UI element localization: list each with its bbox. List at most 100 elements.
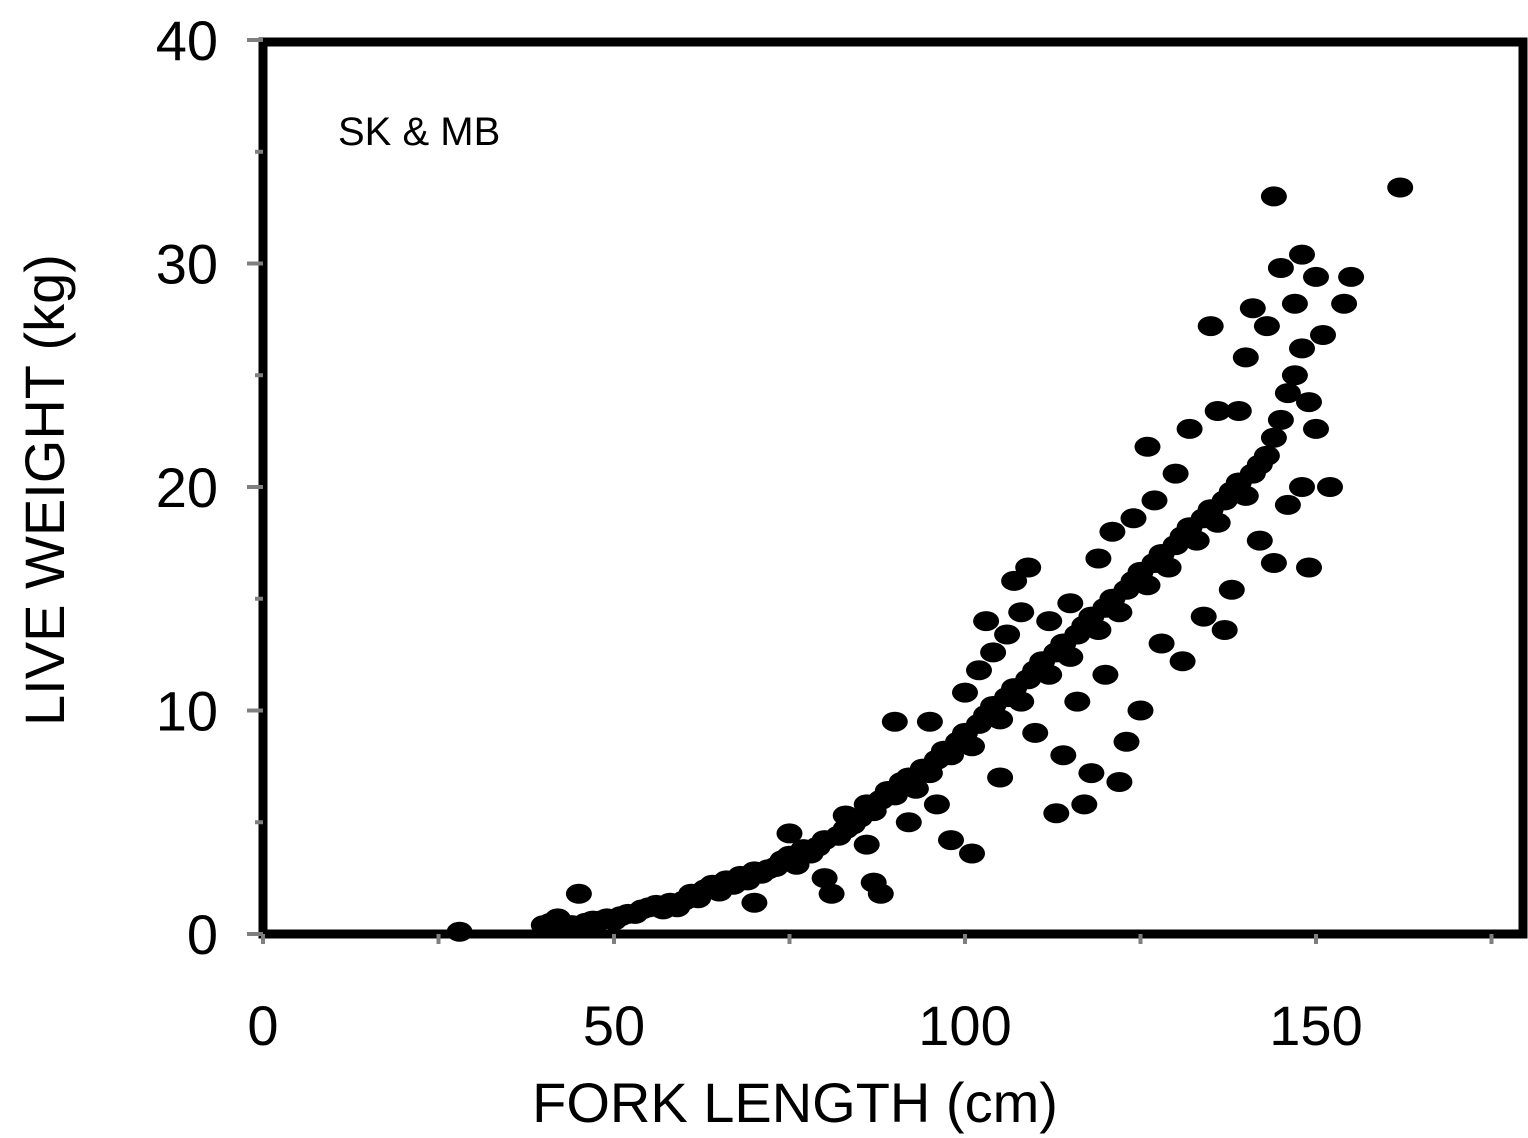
data-point [1225, 401, 1252, 421]
data-point [1008, 602, 1035, 623]
data-point [1092, 664, 1119, 685]
y-tick-label: 10 [156, 680, 218, 743]
data-point [1338, 266, 1365, 287]
data-point [565, 883, 592, 904]
data-point [1050, 745, 1077, 766]
data-point [1218, 579, 1245, 600]
data-point [1310, 325, 1336, 345]
data-point [987, 767, 1014, 788]
y-tick-label: 20 [156, 456, 218, 519]
data-point [1085, 620, 1112, 640]
y-axis-label: LIVE WEIGHT (kg) [13, 254, 76, 726]
data-point [1001, 570, 1028, 591]
data-point [1036, 611, 1063, 632]
x-tick-label: 50 [583, 994, 645, 1057]
data-point [1232, 485, 1259, 506]
data-point [1057, 593, 1084, 614]
data-point [1281, 293, 1308, 314]
data-point [1317, 477, 1343, 497]
data-point [811, 868, 838, 889]
data-point [1022, 722, 1049, 743]
data-point [867, 883, 894, 904]
data-point [1190, 606, 1217, 627]
data-point [1204, 401, 1231, 421]
x-tick-label: 0 [247, 994, 278, 1057]
data-point [1267, 258, 1294, 278]
data-point [1260, 553, 1287, 573]
data-point [1232, 347, 1259, 368]
data-point [938, 830, 964, 851]
data-point [1289, 477, 1315, 497]
data-point [1274, 494, 1301, 515]
data-point [1085, 548, 1112, 569]
annotation-label: SK & MB [338, 110, 500, 154]
data-point [1289, 338, 1315, 359]
data-point [1106, 772, 1133, 792]
data-point [1281, 365, 1308, 386]
x-axis-label: FORK LENGTH (cm) [532, 1071, 1058, 1134]
data-point [1036, 664, 1063, 685]
data-point [1141, 490, 1168, 511]
data-point [1015, 557, 1042, 578]
x-tick-label: 100 [918, 994, 1011, 1057]
data-point [1127, 700, 1154, 721]
data-point [1239, 298, 1266, 319]
data-point [1267, 409, 1294, 430]
data-point [741, 892, 768, 913]
data-point [853, 834, 880, 855]
data-point [1387, 177, 1414, 198]
data-point [916, 711, 943, 732]
data-point [1099, 521, 1126, 542]
data-point [959, 843, 985, 864]
data-point [1260, 186, 1287, 207]
y-tick-label: 30 [156, 233, 218, 296]
ticks-layer [247, 38, 1494, 944]
data-point [1204, 512, 1231, 533]
data-point [980, 642, 1007, 663]
data-point [881, 711, 908, 732]
data-point [1289, 244, 1315, 265]
data-point [1064, 691, 1091, 712]
data-point [923, 794, 950, 815]
data-point [1253, 445, 1280, 466]
y-tick-label: 40 [156, 9, 218, 72]
data-point [1296, 392, 1322, 413]
data-point [1169, 651, 1196, 672]
data-point [1155, 557, 1182, 578]
data-point [966, 660, 992, 681]
data-point [1162, 463, 1189, 484]
data-point [1078, 763, 1105, 784]
data-point [1331, 293, 1358, 314]
data-point [1134, 436, 1161, 457]
data-point [1246, 530, 1273, 551]
data-point [1197, 316, 1224, 337]
points-layer [446, 177, 1414, 942]
tick-labels-layer: 0 50 100 150 0 10 20 30 40 [156, 9, 1363, 1057]
data-point [902, 778, 929, 799]
data-point [1106, 602, 1133, 623]
data-point [1296, 557, 1322, 578]
data-point [959, 736, 985, 757]
data-point [1260, 427, 1287, 448]
data-point [1134, 575, 1161, 596]
data-point [1008, 691, 1035, 712]
data-point [1211, 620, 1238, 640]
data-point [987, 709, 1014, 730]
data-point [1183, 530, 1210, 551]
data-point [1253, 316, 1280, 337]
y-tick-label: 0 [187, 903, 218, 966]
data-point [973, 611, 1000, 632]
data-point [1120, 508, 1147, 529]
data-point [776, 823, 803, 844]
data-point [1148, 633, 1175, 654]
x-tick-label: 150 [1269, 994, 1362, 1057]
data-point [895, 812, 922, 833]
data-point [1303, 266, 1329, 287]
data-point [1176, 418, 1203, 439]
data-point [1303, 418, 1329, 439]
data-point [952, 682, 978, 703]
data-point [1113, 731, 1140, 752]
data-point [1043, 803, 1070, 824]
